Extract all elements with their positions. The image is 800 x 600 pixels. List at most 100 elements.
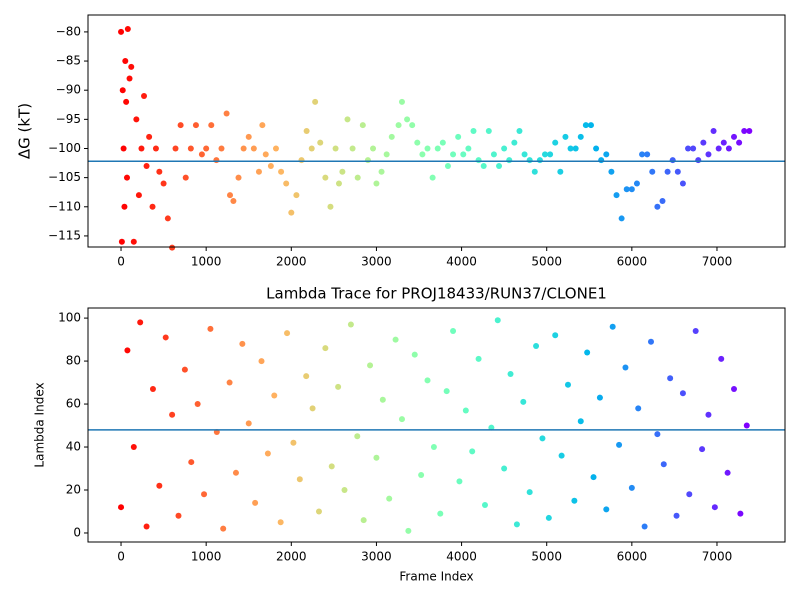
x-axis-label: Frame Index — [399, 570, 473, 584]
point — [685, 145, 692, 152]
x-tick-label: 2000 — [276, 255, 307, 269]
point — [531, 168, 538, 175]
point — [232, 469, 239, 476]
point — [322, 345, 329, 352]
point — [494, 317, 501, 324]
y-tick-label: 0 — [73, 525, 81, 539]
point — [298, 157, 305, 164]
point — [293, 192, 300, 199]
point — [398, 98, 405, 105]
point — [628, 484, 635, 491]
point — [679, 180, 686, 187]
point — [308, 145, 315, 152]
point — [603, 506, 610, 513]
point — [203, 145, 210, 152]
point — [245, 133, 252, 140]
point — [198, 151, 205, 158]
point — [542, 151, 549, 158]
point — [364, 157, 371, 164]
point — [146, 133, 153, 140]
point — [496, 162, 503, 169]
plot-frame — [87, 14, 786, 248]
point — [126, 75, 133, 82]
point — [128, 63, 135, 70]
point — [437, 510, 444, 517]
point — [245, 420, 252, 427]
point — [587, 122, 594, 129]
point — [746, 128, 753, 134]
point — [567, 145, 574, 152]
point — [303, 128, 310, 134]
point — [250, 145, 257, 152]
point — [288, 209, 295, 216]
x-tick-label: 1000 — [191, 550, 222, 564]
point — [182, 174, 189, 181]
point — [710, 128, 717, 134]
point — [618, 215, 625, 222]
point — [720, 139, 727, 146]
point — [490, 151, 497, 158]
point — [623, 186, 630, 193]
point — [123, 98, 130, 105]
point — [584, 349, 591, 356]
x-tick-label: 5000 — [531, 550, 562, 564]
point — [469, 448, 476, 455]
point — [312, 98, 319, 105]
point — [383, 151, 390, 158]
y-tick-label: −105 — [48, 170, 81, 184]
point — [255, 168, 262, 175]
point — [252, 499, 259, 506]
point — [267, 162, 274, 169]
point — [303, 373, 310, 380]
point — [290, 439, 297, 446]
point — [373, 180, 380, 187]
point — [679, 390, 686, 397]
point — [654, 431, 661, 438]
point — [409, 122, 416, 129]
point — [470, 128, 477, 134]
point — [328, 463, 335, 470]
point — [516, 128, 523, 134]
x-tick-label: 6000 — [617, 255, 648, 269]
point — [341, 487, 348, 493]
x-tick-label: 5000 — [531, 255, 562, 269]
point — [271, 392, 278, 399]
point — [160, 180, 167, 187]
point — [339, 168, 346, 175]
y-tick-label: −90 — [56, 83, 81, 97]
point — [194, 401, 201, 408]
point — [118, 28, 125, 35]
x-tick-label: 7000 — [702, 255, 733, 269]
point — [124, 347, 131, 354]
point — [616, 441, 623, 448]
point — [258, 358, 265, 365]
point — [347, 321, 354, 328]
point — [465, 145, 472, 152]
point — [724, 469, 731, 476]
plot-frame — [87, 307, 786, 543]
point — [603, 151, 610, 158]
point — [373, 454, 380, 461]
point — [360, 517, 367, 524]
point — [741, 128, 748, 134]
point — [667, 375, 674, 382]
point — [332, 145, 339, 152]
point — [511, 139, 518, 146]
point — [598, 157, 605, 164]
point — [450, 327, 457, 334]
point — [743, 422, 750, 429]
point — [718, 355, 725, 362]
point — [521, 151, 528, 158]
point — [149, 386, 156, 393]
y-tick-label: 100 — [58, 311, 81, 325]
point — [633, 180, 640, 187]
point — [133, 116, 140, 123]
point — [737, 510, 744, 517]
point — [552, 332, 559, 339]
point — [395, 122, 402, 129]
point — [686, 491, 693, 498]
point — [156, 168, 163, 175]
y-tick-label: 40 — [66, 440, 81, 454]
point — [192, 122, 199, 129]
